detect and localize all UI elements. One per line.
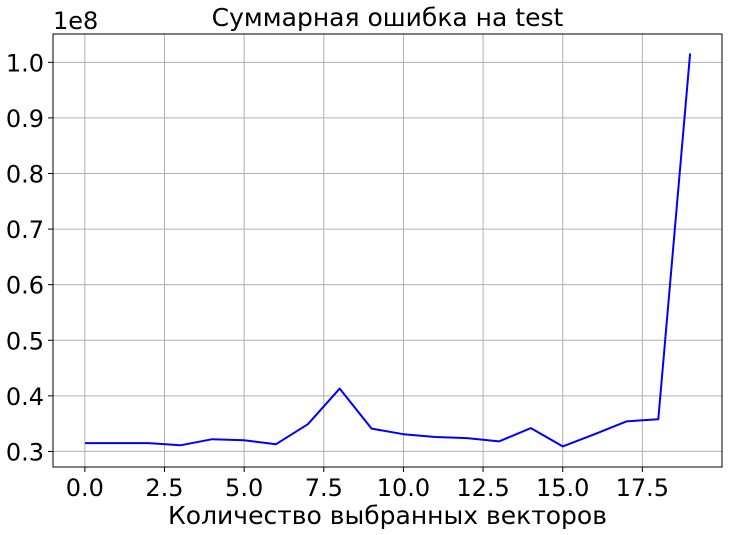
x-tick-label: 5.0 — [225, 474, 263, 502]
series-line — [84, 53, 692, 448]
chart-title: Суммарная ошибка на test — [212, 3, 564, 32]
y-tick-label: 1.0 — [6, 49, 44, 77]
y-tick-label: 0.8 — [6, 161, 44, 189]
x-tick-label: 10.0 — [377, 474, 430, 502]
y-tick-label: 0.6 — [6, 272, 44, 300]
y-tick-label: 0.5 — [6, 327, 44, 355]
x-tick-label: 7.5 — [305, 474, 343, 502]
y-tick-label: 0.7 — [6, 216, 44, 244]
axis-ticks: 0.0 2.5 5.0 7.5 10.0 12.5 15.0 17.5 0.3 0.4 0.5 0.6… — [6, 49, 669, 502]
x-tick-label: 12.5 — [456, 474, 509, 502]
x-axis-label: Количество выбранных векторов — [168, 501, 607, 530]
grid-lines — [53, 34, 722, 467]
y-tick-label: 0.9 — [6, 105, 44, 133]
y-tick-label: 0.4 — [6, 383, 44, 411]
x-tick-label: 2.5 — [145, 474, 183, 502]
x-tick-label: 0.0 — [66, 474, 104, 502]
x-tick-label: 15.0 — [536, 474, 589, 502]
plot-frame — [52, 33, 723, 468]
y-offset-label: 1e8 — [53, 7, 98, 35]
y-tick-label: 0.3 — [6, 438, 44, 466]
x-tick-label: 17.5 — [616, 474, 669, 502]
